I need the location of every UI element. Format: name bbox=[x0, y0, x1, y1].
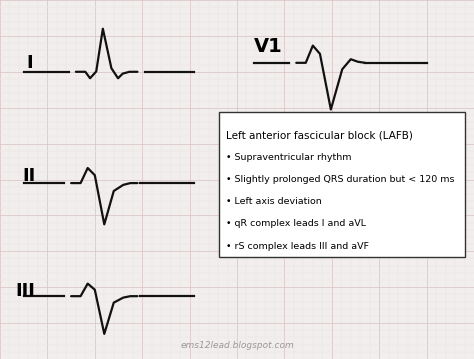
Text: III: III bbox=[16, 282, 36, 300]
Text: II: II bbox=[23, 167, 36, 185]
Text: V1: V1 bbox=[254, 37, 283, 56]
Text: ems12lead.blogspot.com: ems12lead.blogspot.com bbox=[180, 341, 294, 350]
Text: • qR complex leads I and aVL: • qR complex leads I and aVL bbox=[226, 219, 366, 228]
Text: • Left axis deviation: • Left axis deviation bbox=[226, 197, 322, 206]
Text: • rS complex leads III and aVF: • rS complex leads III and aVF bbox=[226, 242, 369, 251]
Text: Left anterior fascicular block (LAFB): Left anterior fascicular block (LAFB) bbox=[226, 130, 413, 140]
FancyBboxPatch shape bbox=[219, 112, 465, 257]
Text: • Slightly prolonged QRS duration but < 120 ms: • Slightly prolonged QRS duration but < … bbox=[226, 175, 455, 184]
Text: • Supraventricular rhythm: • Supraventricular rhythm bbox=[226, 153, 352, 162]
Text: I: I bbox=[26, 54, 33, 72]
